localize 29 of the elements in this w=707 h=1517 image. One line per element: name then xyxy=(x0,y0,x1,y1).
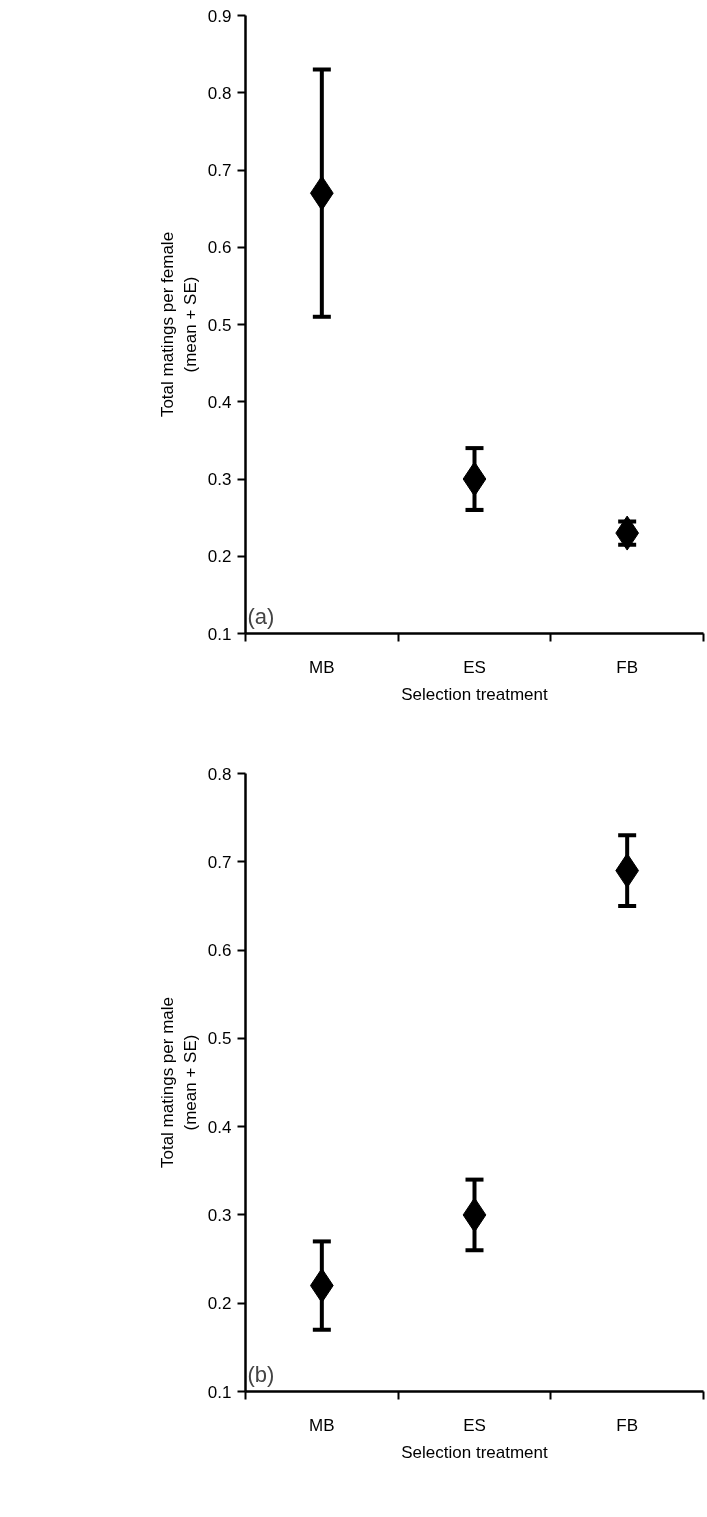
x-axis-title: Selection treatment xyxy=(401,684,549,704)
y-axis-title: Total matings per female (mean + SE) xyxy=(158,231,200,418)
x-tick-label: MB xyxy=(309,1415,335,1435)
y-tick-label: 0.1 xyxy=(207,1382,232,1402)
x-tick-label: FB xyxy=(616,1415,639,1435)
y-tick-label: 0.2 xyxy=(207,1294,232,1314)
y-tick-label: 0.8 xyxy=(207,764,232,784)
y-tick-label: 0.8 xyxy=(207,83,232,103)
y-tick-label: 0.2 xyxy=(207,547,232,567)
x-tick-label: ES xyxy=(463,1415,486,1435)
y-tick-label: 0.1 xyxy=(207,624,232,644)
y-tick-label: 0.5 xyxy=(207,315,232,335)
y-axis-title: Total matings per male (mean + SE) xyxy=(158,996,200,1169)
y-tick-label: 0.4 xyxy=(207,392,232,412)
annotation: (a) xyxy=(247,603,275,629)
y-tick-label: 0.4 xyxy=(207,1117,232,1137)
x-tick-label: FB xyxy=(616,657,639,677)
x-axis-title: Selection treatment xyxy=(401,1442,549,1462)
y-tick-label: 0.7 xyxy=(207,852,232,872)
x-tick-label: MB xyxy=(309,657,335,677)
y-tick-label: 0.3 xyxy=(207,1205,232,1225)
y-tick-label: 0.3 xyxy=(207,470,232,489)
y-tick-label: 0.9 xyxy=(207,6,232,26)
y-tick-label: 0.5 xyxy=(207,1029,232,1049)
y-tick-label: 0.6 xyxy=(207,238,232,258)
y-tick-label: 0.7 xyxy=(207,161,232,180)
x-tick-label: ES xyxy=(463,657,486,677)
annotation: (b) xyxy=(247,1361,275,1387)
y-tick-label: 0.6 xyxy=(207,941,232,961)
